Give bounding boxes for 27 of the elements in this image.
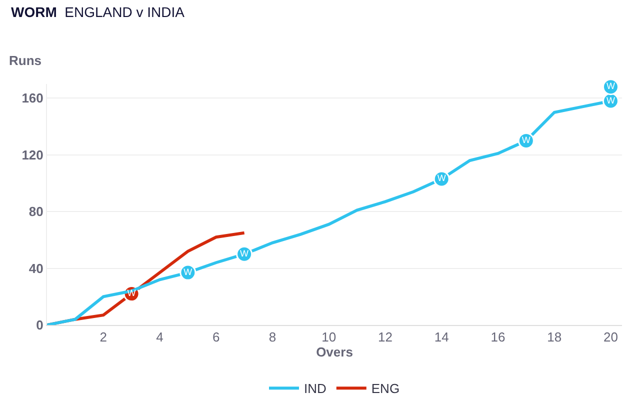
x-tick-label: 2 [100, 330, 107, 345]
y-tick-label: 40 [28, 260, 44, 276]
x-tick-label: 14 [434, 330, 449, 345]
x-tick-label: 6 [212, 330, 220, 345]
data-label: W [606, 95, 616, 106]
y-tick-label: 120 [22, 147, 44, 162]
data-label: W [437, 173, 446, 184]
y-tick-label: 160 [22, 90, 44, 106]
data-label: W [184, 266, 193, 277]
data-label: W [240, 248, 250, 258]
y-tick-label: 0 [36, 318, 44, 333]
x-tick-label: 4 [156, 330, 164, 345]
x-tick-label: 10 [322, 330, 336, 345]
x-tick-label: 18 [547, 330, 562, 345]
x-tick-label: 12 [378, 330, 392, 345]
legend-label: ENG [371, 381, 400, 396]
chart-subtitle: ENGLAND v INDIA [64, 4, 184, 20]
y-tick-label: 80 [28, 204, 44, 220]
data-label: W [606, 81, 616, 92]
data-label: W [522, 134, 531, 145]
legend-label: IND [304, 381, 326, 396]
y-axis-title: Runs [9, 53, 42, 68]
chart-title: WORM [11, 4, 57, 20]
x-tick-label: 20 [603, 330, 618, 345]
x-axis-title: Overs [316, 344, 353, 360]
x-tick-label: 8 [268, 330, 276, 345]
x-tick-label: 16 [490, 330, 506, 345]
